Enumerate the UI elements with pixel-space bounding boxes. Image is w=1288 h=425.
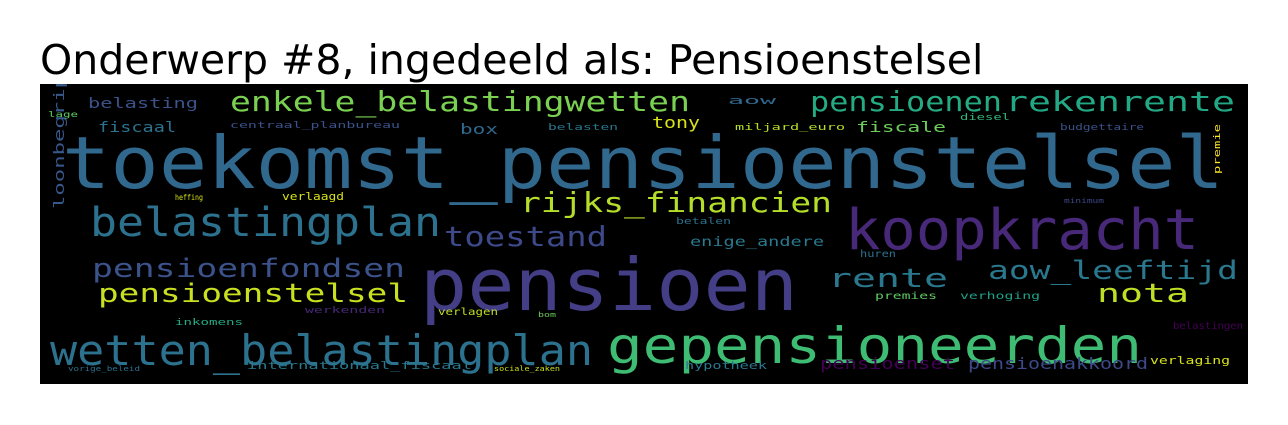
chart-title: Onderwerp #8, ingedeeld als: Pensioenste…: [40, 36, 984, 84]
word-aow-leeftijd: aow_leeftijd: [988, 256, 1238, 286]
word-inkomens: inkomens: [175, 318, 243, 328]
word-verlagen: verlagen: [438, 307, 498, 318]
word-toestand: toestand: [444, 220, 607, 253]
word-verlaagd: verlaagd: [282, 190, 344, 203]
word-loonbegrip: loonbegrip: [52, 84, 68, 209]
word-minimum: minimum: [1064, 197, 1104, 205]
word-pensioen: pensioen: [420, 243, 798, 327]
word-budgettaire: budgettaire: [1060, 123, 1144, 133]
word-enkele-belastingwetten: enkele_belastingwetten: [230, 85, 690, 119]
word-rekenrente: rekenrente: [1005, 85, 1235, 118]
word-sociale-zaken: sociale_zaken: [494, 365, 560, 373]
word-centraal-planbureau: centraal_planbureau: [230, 121, 400, 131]
word-diesel: diesel: [960, 113, 1010, 123]
word-belasten: belasten: [548, 123, 618, 133]
word-verlaging: verlaging: [1150, 354, 1230, 367]
word-lage: lage: [48, 110, 78, 119]
word-koopkracht: koopkracht: [845, 198, 1199, 263]
word-premies: premies: [875, 291, 937, 302]
word-aow: aow: [728, 94, 777, 107]
word-pensioenfondsen: pensioenfondsen: [92, 254, 405, 284]
word-vorige-beleid: vorige_beleid: [68, 365, 140, 373]
word-box: box: [460, 122, 498, 138]
word-fiscaal: fiscaal: [98, 120, 176, 136]
word-betalen: betalen: [676, 217, 731, 227]
word-rente: rente: [828, 264, 948, 294]
word-heffing: heffing: [175, 193, 203, 202]
word-pensioenstelsel: pensioenstelsel: [98, 279, 408, 309]
word-belastingen: belastingen: [1173, 321, 1243, 332]
word-fiscale: fiscale: [856, 120, 946, 136]
word-belastingplan: belastingplan: [90, 200, 441, 246]
word-enige-andere: enige_andere: [690, 235, 824, 250]
word-nota: nota: [1097, 279, 1189, 309]
word-miljard-euro: miljard_euro: [735, 123, 845, 133]
word-pensioenen: pensioenen: [810, 85, 1002, 118]
word-verhoging: verhoging: [960, 291, 1040, 302]
word-werkenden: werkenden: [305, 306, 385, 316]
word-hypotheek: hypotheek: [685, 359, 768, 372]
word-pensioenakkoord: pensioenakkoord: [968, 354, 1148, 373]
word-tony: tony: [652, 113, 700, 132]
word-toekomst-pensioenstelsel: toekomst_pensioenstelsel: [62, 121, 1224, 205]
word-internationaal-fiscaal: internationaal_fiscaal: [247, 359, 472, 372]
word-cloud: toekomst_pensioenstelsel pensioen koopkrac…: [40, 84, 1248, 384]
word-wetten-belastingplan: wetten_belastingplan: [50, 326, 593, 375]
word-huren: huren: [860, 249, 896, 260]
word-bom: bom: [538, 311, 556, 319]
word-rijks-financien: rijks_financien: [520, 186, 832, 220]
word-gepensioneerden: gepensioneerden: [607, 317, 1142, 375]
word-pensioenset: pensioenset: [820, 354, 955, 373]
word-cloud-canvas: toekomst_pensioenstelsel pensioen koopkrac…: [48, 84, 1243, 375]
word-premie: premie: [1213, 124, 1223, 174]
word-belasting: belasting: [88, 96, 198, 112]
